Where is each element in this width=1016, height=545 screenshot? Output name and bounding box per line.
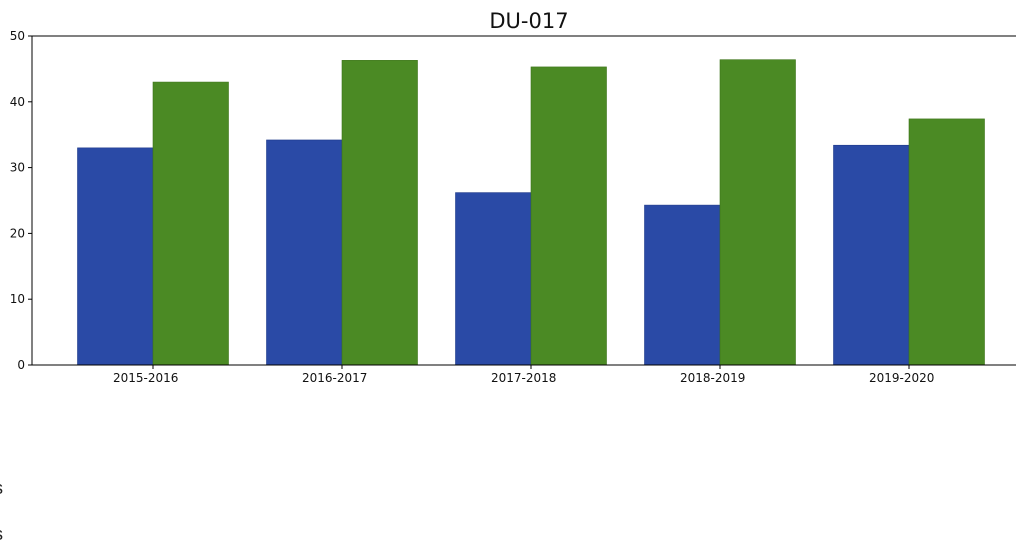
chart-title: DU-017: [489, 9, 568, 33]
x-tick-label: 2017-2018: [491, 371, 556, 385]
x-tick-label: 2015-2016: [113, 371, 178, 385]
y-tick-label: 10: [10, 292, 25, 306]
x-tick-label: 2016-2017: [302, 371, 367, 385]
bar-series1-2015-2016: [77, 147, 154, 366]
bar-series1-2018-2019: [644, 204, 721, 366]
bar-series2-2015-2016: [152, 81, 229, 366]
bar-series2-2019-2020: [908, 118, 985, 366]
bar-series2-2016-2017: [341, 60, 418, 366]
y-tick-label: 50: [10, 29, 25, 43]
y-ticks-group: 0 10 20 30 40 50: [10, 29, 32, 372]
bar-series1-2016-2017: [266, 139, 343, 366]
bar-series1-2019-2020: [833, 144, 910, 366]
x-tick-label: 2018-2019: [680, 371, 745, 385]
x-ticks-group: 2015-2016 2016-2017 2017-2018 2018-2019 2019…: [113, 365, 934, 385]
x-tick-label: 2019-2020: [869, 371, 934, 385]
y-tick-label: 40: [10, 95, 25, 109]
bar-series2-2018-2019: [719, 59, 796, 366]
cropped-text-fragment: s: [0, 524, 3, 545]
cropped-text-fragment: s: [0, 478, 3, 499]
y-tick-label: 30: [10, 161, 25, 175]
bar-series1-2017-2018: [455, 192, 532, 366]
bars-group: [77, 59, 985, 366]
y-tick-label: 0: [17, 358, 25, 372]
bar-series2-2017-2018: [530, 66, 607, 366]
y-tick-label: 20: [10, 226, 25, 240]
